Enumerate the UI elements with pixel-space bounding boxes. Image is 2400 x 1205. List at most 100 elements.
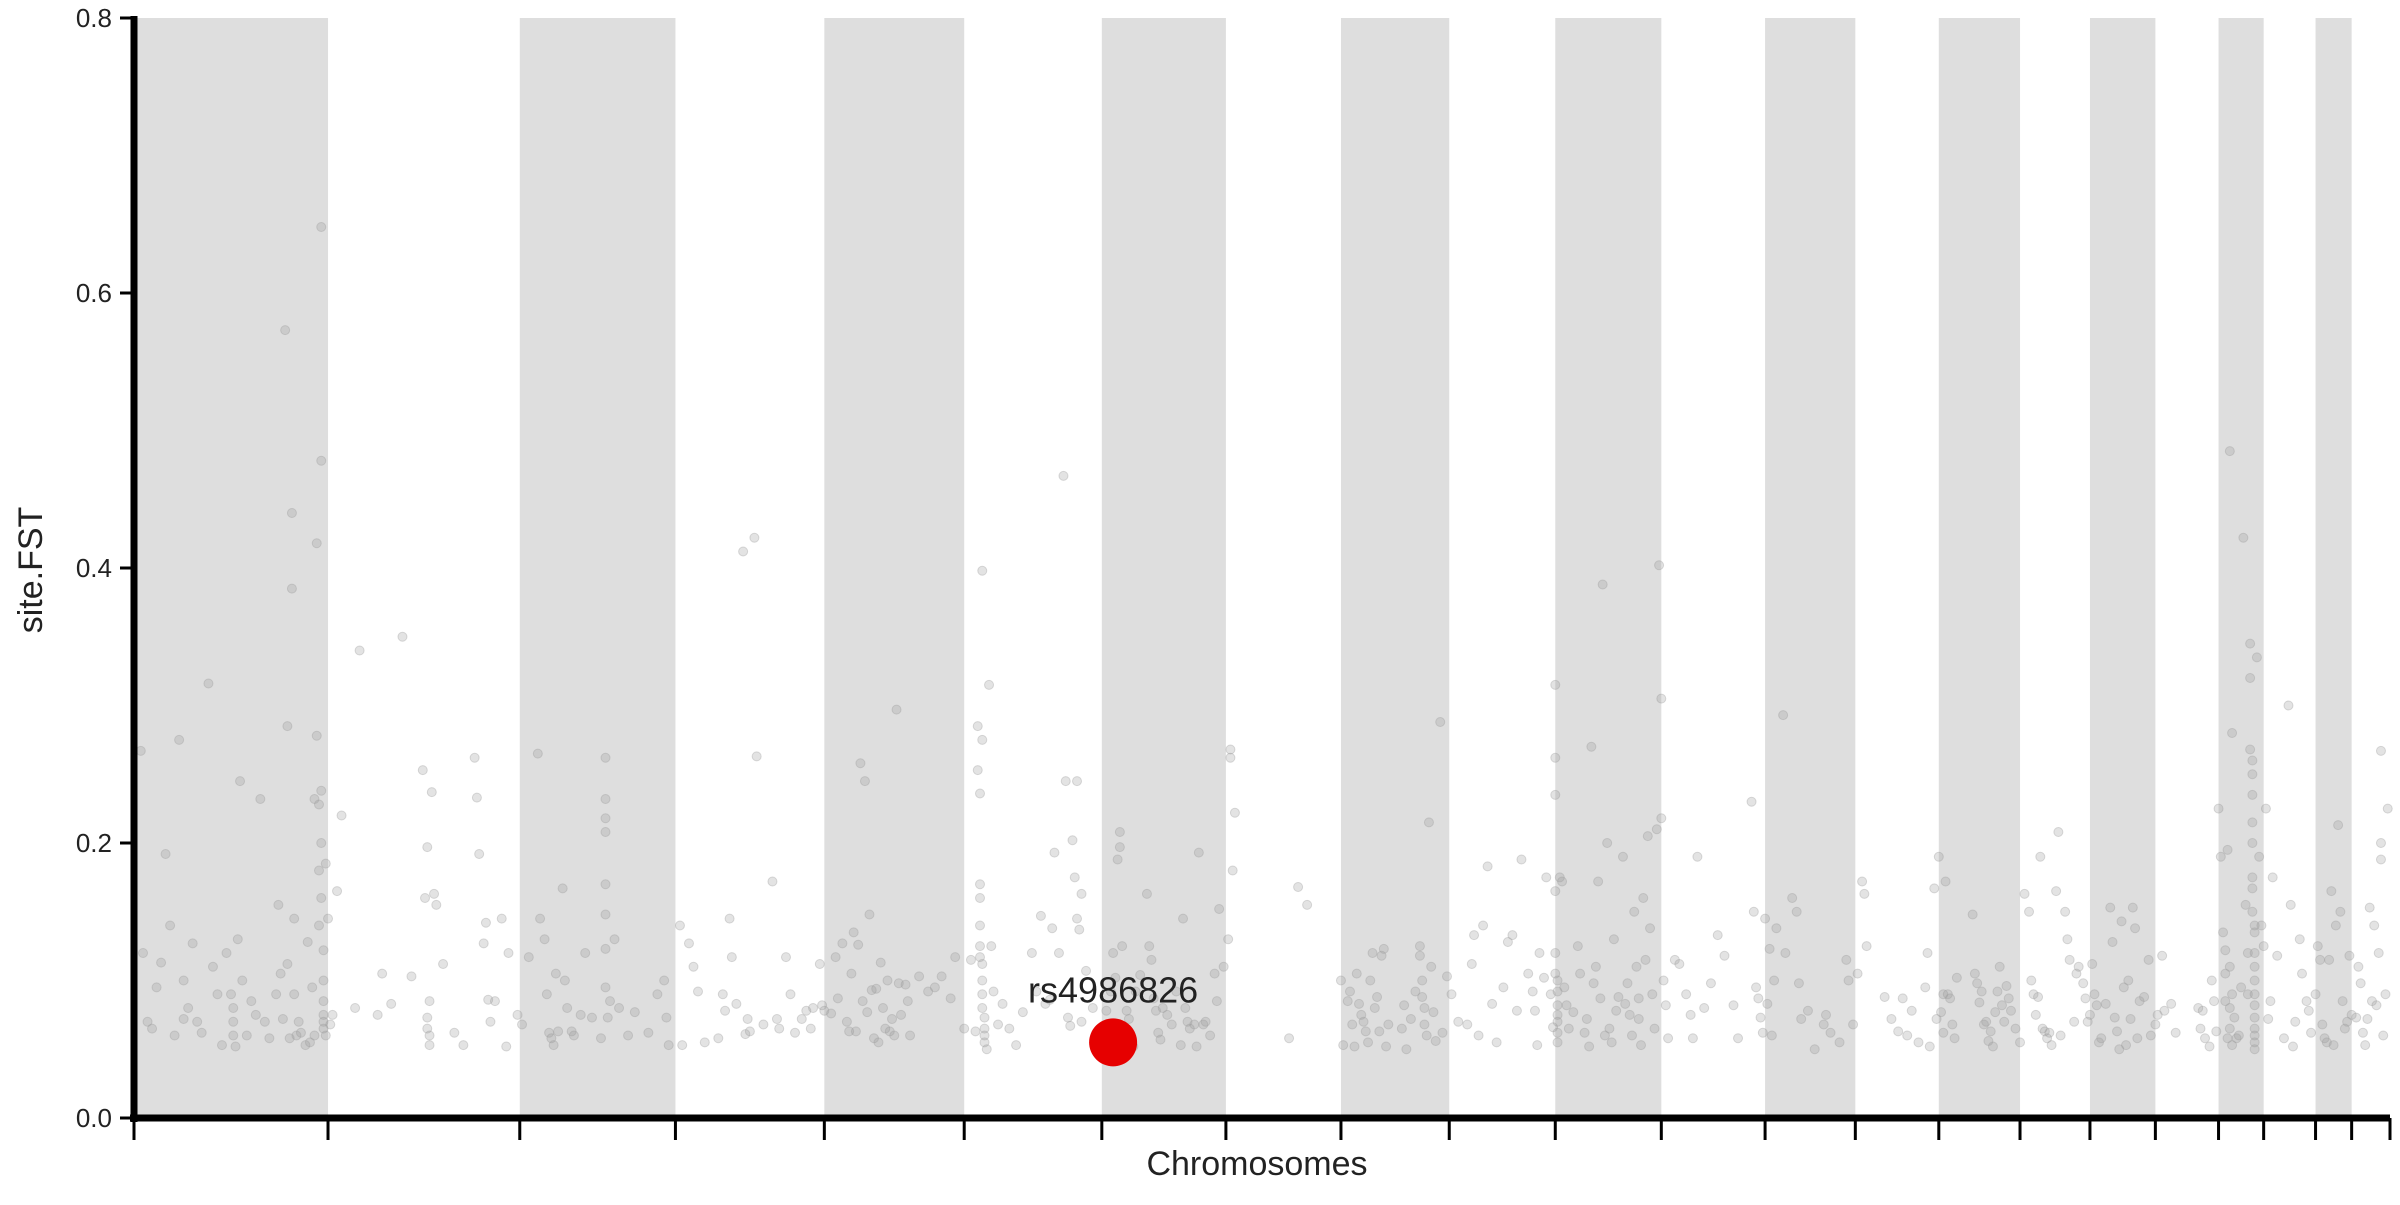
data-point: [970, 1026, 981, 1037]
data-point: [2145, 1030, 2156, 1041]
data-point: [1356, 1009, 1367, 1020]
data-point: [600, 879, 611, 890]
data-point: [431, 899, 442, 910]
data-point: [325, 1019, 336, 1030]
data-point: [859, 776, 870, 787]
chromosome-band: [824, 18, 965, 1118]
data-point: [1527, 986, 1538, 997]
data-point: [316, 222, 327, 232]
data-point: [979, 1023, 990, 1034]
data-point: [1987, 1041, 1998, 1052]
data-point: [902, 996, 913, 1007]
data-point: [1417, 992, 1428, 1002]
data-point: [2134, 996, 2145, 1007]
data-point: [2297, 968, 2308, 979]
data-point: [2044, 1027, 2055, 1038]
data-point: [1349, 1041, 1360, 1052]
data-point: [377, 968, 388, 979]
data-point: [1649, 1023, 1660, 1034]
data-point: [1859, 888, 1870, 899]
data-point: [183, 1003, 194, 1013]
data-point: [2373, 948, 2384, 958]
data-point: [1760, 913, 1771, 924]
data-point: [981, 1044, 992, 1055]
data-point: [1825, 1027, 1836, 1038]
data-point: [2003, 993, 2014, 1004]
data-point: [1938, 989, 1949, 1000]
data-point: [286, 583, 297, 594]
data-point: [2328, 1040, 2339, 1051]
data-point: [677, 1040, 688, 1051]
data-point: [1593, 876, 1604, 887]
data-point: [600, 813, 611, 824]
data-point: [2222, 1033, 2233, 1044]
data-point: [2278, 1033, 2289, 1044]
data-point: [975, 952, 985, 963]
data-point: [1985, 1026, 1996, 1037]
data-point: [2249, 1012, 2260, 1023]
data-point: [1922, 948, 1933, 958]
data-point: [302, 937, 313, 947]
data-point: [1552, 975, 1563, 986]
data-point: [2236, 982, 2247, 993]
data-point: [275, 968, 286, 979]
data-point: [2215, 851, 2226, 862]
data-point: [659, 975, 670, 986]
data-point: [950, 952, 961, 963]
data-point: [178, 1014, 189, 1024]
data-point: [1344, 986, 1355, 997]
data-point: [2082, 1016, 2093, 1027]
data-point: [241, 1030, 252, 1041]
data-point: [135, 745, 146, 756]
data-point: [2019, 888, 2030, 899]
data-point: [2121, 1040, 2132, 1051]
data-point: [2209, 996, 2220, 1007]
data-point: [1606, 1037, 1617, 1048]
data-point: [1550, 948, 1561, 958]
highlight-point: [1089, 1018, 1138, 1067]
data-point: [420, 893, 431, 903]
data-point: [1992, 986, 2003, 997]
data-point: [1178, 913, 1189, 924]
data-point: [1072, 913, 1083, 924]
data-point: [2114, 1044, 2125, 1055]
data-point: [2375, 838, 2386, 848]
data-point: [1516, 854, 1527, 865]
data-point: [203, 678, 214, 689]
data-point: [1198, 1019, 1209, 1030]
data-point: [1401, 1044, 1412, 1055]
data-point: [1218, 961, 1229, 972]
data-point: [1841, 954, 1852, 965]
data-point: [936, 971, 947, 982]
data-point: [1067, 835, 1078, 846]
data-point: [350, 1003, 361, 1013]
data-point: [1681, 989, 1692, 1000]
data-point: [422, 1023, 433, 1034]
data-point: [1996, 1000, 2007, 1011]
data-point: [2382, 803, 2393, 814]
data-point: [1175, 1040, 1186, 1051]
data-point: [1121, 1005, 1132, 1016]
data-point: [975, 893, 985, 903]
data-point: [1225, 744, 1236, 755]
data-point: [1419, 1003, 1430, 1013]
data-point: [2375, 854, 2386, 865]
data-point: [289, 989, 300, 1000]
data-point: [875, 957, 886, 968]
data-point: [424, 1040, 435, 1051]
data-point: [717, 989, 728, 1000]
data-point: [726, 952, 737, 963]
data-point: [1157, 1003, 1168, 1013]
data-point: [2249, 920, 2260, 931]
data-point: [857, 996, 868, 1007]
data-point: [1155, 1034, 1166, 1045]
chromosome-band: [1555, 18, 1662, 1118]
data-point: [977, 1003, 988, 1013]
data-point: [1065, 1020, 1076, 1031]
data-point: [914, 971, 925, 982]
data-point: [871, 983, 882, 994]
data-point: [1647, 989, 1658, 1000]
data-point: [2211, 1026, 2222, 1037]
chromosome-band: [1938, 18, 2021, 1118]
data-point: [1633, 993, 1644, 1004]
